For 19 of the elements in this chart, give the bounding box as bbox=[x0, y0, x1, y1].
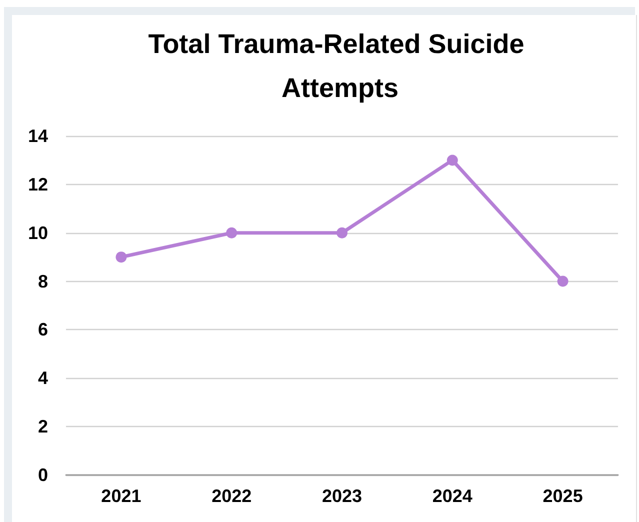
chart-title: Total Trauma-Related Suicide Attempts bbox=[148, 29, 532, 103]
y-tick-label: 14 bbox=[28, 126, 48, 146]
x-tick-label: 2022 bbox=[212, 486, 252, 506]
y-tick-label: 8 bbox=[38, 271, 48, 292]
y-tick-label: 4 bbox=[38, 368, 48, 388]
point bbox=[557, 276, 568, 287]
point bbox=[446, 154, 458, 166]
y-tick-label: 0 bbox=[38, 465, 48, 485]
x-tick-label: 2021 bbox=[101, 486, 142, 506]
point bbox=[336, 227, 348, 238]
x-tick-label: 2025 bbox=[542, 486, 583, 506]
point bbox=[226, 227, 238, 238]
y-tick-label: 12 bbox=[28, 174, 48, 194]
y-tick-label: 2 bbox=[38, 416, 48, 437]
x-tick-label: 2023 bbox=[322, 486, 362, 506]
y-tick-label: 10 bbox=[28, 222, 48, 243]
x-tick-label: 2024 bbox=[432, 486, 472, 506]
point bbox=[116, 252, 127, 263]
y-tick-label: 6 bbox=[38, 320, 48, 340]
